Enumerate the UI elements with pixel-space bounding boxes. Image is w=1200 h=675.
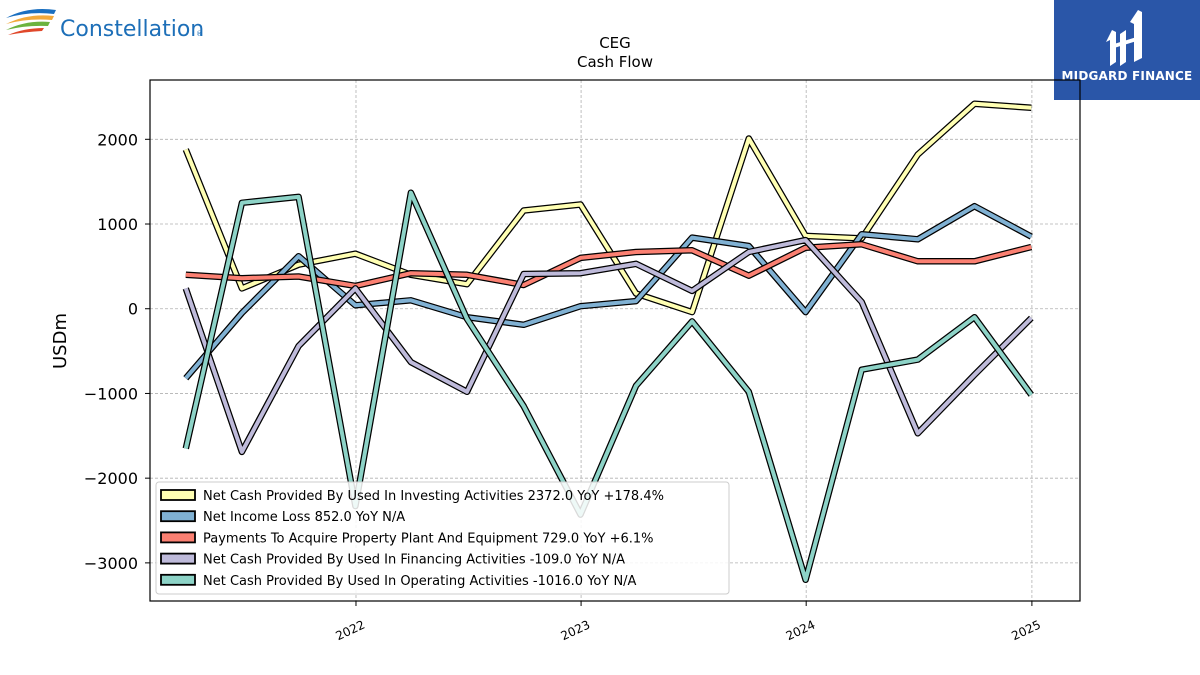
midgard-finance-text: MIDGARD FINANCE: [1061, 69, 1193, 83]
y-tick-label: −3000: [84, 554, 138, 573]
legend-label: Payments To Acquire Property Plant And E…: [203, 531, 654, 546]
legend-swatch: [160, 510, 196, 523]
y-tick-label: −2000: [84, 469, 138, 488]
y-tick-label: 2000: [97, 130, 138, 149]
series-line: [185, 242, 1032, 288]
chart-title: CEG: [599, 34, 631, 52]
midgard-finance-logo: MIDGARD FINANCE: [1054, 0, 1200, 100]
series-line: [184, 204, 1033, 380]
midgard-mark-icon: [1106, 10, 1142, 66]
y-tick-label: 1000: [97, 215, 138, 234]
legend-label: Net Income Loss 852.0 YoY N/A: [203, 510, 405, 525]
y-tick-label: 0: [128, 300, 138, 319]
legend: Net Cash Provided By Used In Investing A…: [155, 481, 730, 595]
constellation-logo-text: Constellation: [60, 17, 204, 42]
axes: 2000 1000 0 −1000 −2000 −3000 2022 2023 2024 2025: [84, 130, 1043, 643]
plot-area-frame: [149, 79, 1081, 602]
legend-label: Net Cash Provided By Used In Financing A…: [203, 553, 625, 568]
x-tick-label: 2023: [559, 618, 593, 644]
legend-swatch: [160, 573, 196, 586]
x-tick-label: 2024: [784, 618, 818, 644]
series-lines: [182, 100, 1034, 584]
chart-subtitle: Cash Flow: [577, 53, 653, 71]
x-tick-label: 2022: [333, 618, 367, 644]
y-axis-label: USDm: [50, 313, 71, 369]
legend-swatch: [160, 531, 196, 544]
svg-text:®: ®: [196, 30, 203, 38]
series-line-outline: [183, 202, 1033, 381]
legend-swatch: [160, 552, 196, 565]
series-line: [183, 190, 1033, 582]
legend-swatch: [160, 489, 196, 501]
x-tick-label: 2025: [1009, 618, 1043, 644]
constellation-logo: Constellation ®: [4, 4, 214, 44]
legend-label: Net Cash Provided By Used In Investing A…: [203, 489, 664, 504]
legend-label: Net Cash Provided By Used In Operating A…: [203, 574, 637, 589]
legend-box: [155, 481, 730, 595]
y-tick-label: −1000: [84, 384, 138, 403]
series-line: [183, 101, 1032, 315]
